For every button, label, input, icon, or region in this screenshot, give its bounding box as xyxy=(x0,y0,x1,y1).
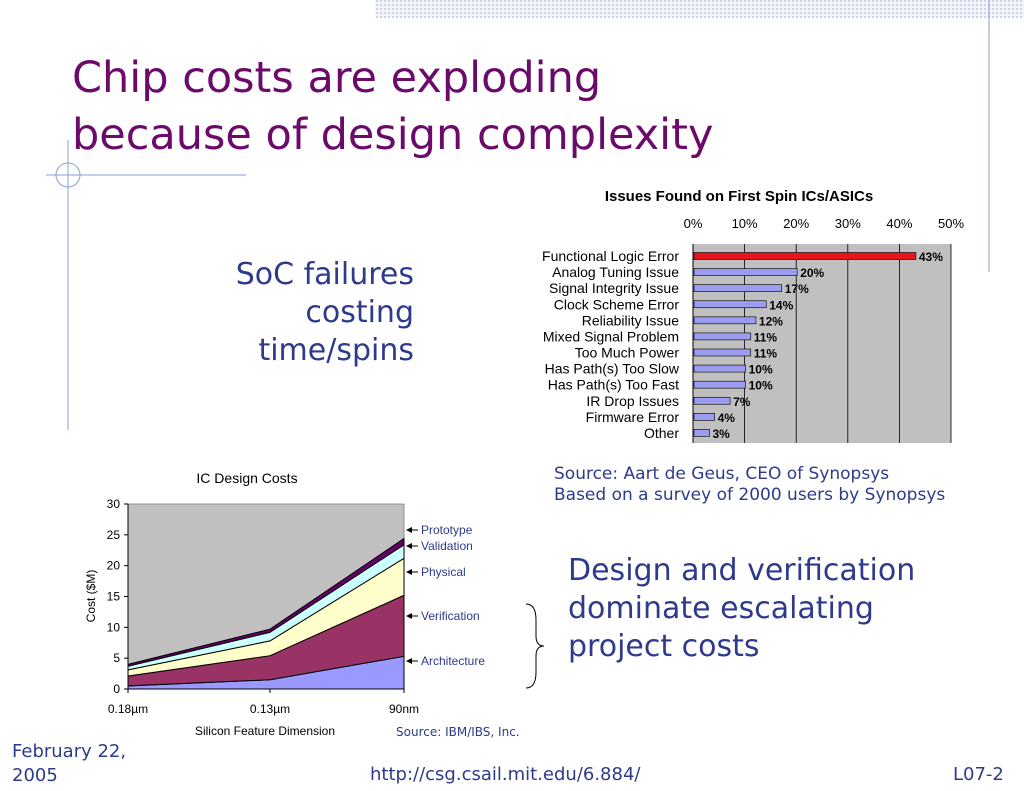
bar-data-label: 20% xyxy=(800,266,824,280)
bar xyxy=(693,268,798,276)
title-line-1: Chip costs are exploding xyxy=(72,53,602,103)
bar-category-label: IR Drop Issues xyxy=(586,393,679,409)
bar-category-label: Too Much Power xyxy=(575,345,680,361)
footer-url-link[interactable]: http://csg.csail.mit.edu/6.884/ xyxy=(370,764,641,785)
bar-x-tick-label: 10% xyxy=(732,216,758,231)
left-callout-line-3: time/spins xyxy=(258,333,414,368)
footer-date-line-1: February 22, xyxy=(12,741,127,762)
right-callout-line-2: dominate escalating xyxy=(568,591,874,626)
area-x-tick-label: 0.18µm xyxy=(108,702,148,716)
area-y-tick-label: 10 xyxy=(107,620,121,634)
area-chart-plot: 0 5 10 15 20 25 30 0.18µm 0.13µm 90nm Architecture… xyxy=(107,497,486,716)
synopsys-source: Source: Aart de Geus, CEO of Synopsys Ba… xyxy=(554,464,945,506)
bar xyxy=(693,316,757,325)
bar-x-tick-label: 20% xyxy=(783,216,809,231)
bar-data-label: 7% xyxy=(733,395,751,409)
bar-data-label: 3% xyxy=(712,427,730,441)
bar xyxy=(693,380,746,389)
bar-category-label: Analog Tuning Issue xyxy=(552,264,679,280)
bar-chart-plot: Functional Logic Error 43% Analog Tuning I… xyxy=(542,244,952,443)
area-y-tick-label: 25 xyxy=(107,528,121,542)
bar xyxy=(693,348,752,357)
right-callout-line-1: Design and verification xyxy=(568,553,916,588)
bar-data-label: 10% xyxy=(749,379,773,393)
area-y-tick-label: 5 xyxy=(113,651,120,665)
bar-category-label: Other xyxy=(644,425,679,441)
bar-category-label: Clock Scheme Error xyxy=(554,296,680,312)
bar xyxy=(693,396,731,405)
issues-bar-chart: Issues Found on First Spin ICs/ASICs 0% 1… xyxy=(542,188,965,443)
bar xyxy=(693,332,752,341)
bar-category-label: Signal Integrity Issue xyxy=(549,280,679,296)
crosshair-circle xyxy=(55,162,81,188)
bar-x-tick-label: 0% xyxy=(684,216,703,231)
bar-category-label: Has Path(s) Too Fast xyxy=(548,377,679,393)
bar-category-label: Reliability Issue xyxy=(582,312,679,328)
bar xyxy=(693,252,917,260)
bar-x-tick-label: 40% xyxy=(886,216,912,231)
ibm-source: Source: IBM/IBS, Inc. xyxy=(396,725,520,739)
bar xyxy=(693,429,710,437)
area-y-tick-label: 30 xyxy=(107,497,121,511)
bar-data-label: 10% xyxy=(749,363,773,377)
area-y-tick-label: 15 xyxy=(107,590,121,604)
bar xyxy=(693,413,715,421)
arrow-head-icon xyxy=(406,527,412,533)
bar-data-label: 14% xyxy=(769,298,793,312)
series-label: Validation xyxy=(421,539,473,553)
synopsys-source-line-2: Based on a survey of 2000 users by Synop… xyxy=(554,485,946,505)
left-callout-line-2: costing xyxy=(305,295,414,330)
bar-data-label: 11% xyxy=(754,330,778,344)
brace-icon xyxy=(525,603,545,689)
series-label: Verification xyxy=(421,609,480,623)
series-label: Physical xyxy=(421,565,466,579)
bar-category-label: Functional Logic Error xyxy=(542,248,679,264)
footer-page-number: L07-2 xyxy=(953,764,1004,785)
top-pattern-band xyxy=(375,0,1024,18)
bar-data-label: 11% xyxy=(754,347,778,361)
bar xyxy=(693,364,746,373)
area-y-tick-label: 0 xyxy=(113,682,120,696)
arrow-head-icon xyxy=(406,613,412,619)
synopsys-source-line-1: Source: Aart de Geus, CEO of Synopsys xyxy=(554,464,890,484)
bar-category-label: Has Path(s) Too Slow xyxy=(545,361,680,377)
ic-design-costs-chart: IC Design Costs Cost ($M) Silicon Featur… xyxy=(84,470,486,738)
left-callout: SoC failures costing time/spins xyxy=(236,256,414,370)
bar xyxy=(693,284,783,292)
arrow-head-icon xyxy=(406,569,412,575)
area-y-tick-label: 20 xyxy=(107,559,121,573)
slide-title: Chip costs are exploding because of desi… xyxy=(72,50,713,164)
arrow-head-icon xyxy=(406,543,412,549)
area-x-tick-label: 0.13µm xyxy=(250,702,290,716)
bar-data-label: 4% xyxy=(718,411,736,425)
bar-plot-area xyxy=(693,244,951,443)
right-callout-line-3: project costs xyxy=(568,629,760,664)
left-callout-line-1: SoC failures xyxy=(235,257,414,292)
arrow-head-icon xyxy=(406,658,412,664)
area-x-tick-label: 90nm xyxy=(389,702,419,716)
bar-category-label: Mixed Signal Problem xyxy=(543,328,679,344)
right-callout: Design and verification dominate escalat… xyxy=(568,552,915,666)
bar xyxy=(693,300,767,309)
series-label: Prototype xyxy=(421,523,473,537)
footer-date: February 22, 2005 xyxy=(12,740,126,788)
bar-category-label: Firmware Error xyxy=(586,409,680,425)
area-chart-title: IC Design Costs xyxy=(196,470,297,486)
bar-data-label: 17% xyxy=(785,282,809,296)
bar-data-label: 43% xyxy=(919,250,943,264)
bar-data-label: 12% xyxy=(759,314,783,328)
area-chart-y-label: Cost ($M) xyxy=(84,570,98,623)
bar-x-tick-label: 30% xyxy=(835,216,861,231)
bar-chart-title: Issues Found on First Spin ICs/ASICs xyxy=(605,188,873,205)
footer-date-line-2: 2005 xyxy=(12,765,58,786)
series-label: Architecture xyxy=(421,654,485,668)
bar-x-tick-label: 50% xyxy=(938,216,964,231)
title-line-2: because of design complexity xyxy=(72,110,714,160)
area-chart-x-label: Silicon Feature Dimension xyxy=(195,724,335,738)
bar-chart-x-ticks: 0% 10% 20% 30% 40% 50% xyxy=(684,216,965,231)
